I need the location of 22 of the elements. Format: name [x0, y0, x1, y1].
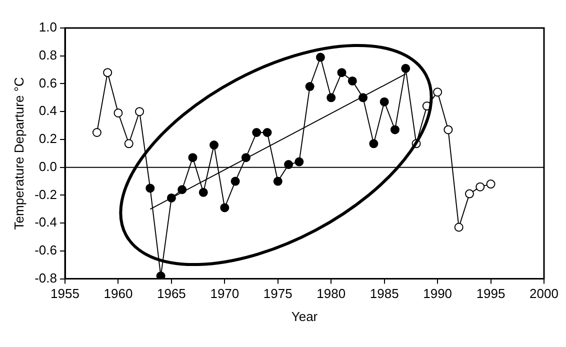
x-tick-label: 1985: [370, 286, 399, 302]
y-tick-label: 0.8: [38, 47, 57, 62]
x-tick-label: 1990: [423, 286, 452, 302]
y-tick-label: -0.8: [34, 270, 57, 286]
x-axis-title: Year: [291, 308, 318, 324]
x-tick-label: 1970: [210, 286, 240, 302]
y-tick-label: 0.0: [38, 158, 57, 174]
y-tick-label: 0.4: [38, 103, 57, 118]
x-tick-label: 1955: [50, 286, 80, 302]
y-axis-title: Temperature Departure °C: [11, 77, 26, 230]
x-tick-label: 1995: [476, 286, 506, 302]
x-tick-label: 1980: [316, 286, 346, 302]
x-tick-label: 1965: [156, 286, 186, 302]
y-tick-label: -0.2: [34, 186, 57, 202]
x-tick-label: 1975: [263, 286, 292, 302]
y-tick-label: 0.2: [38, 131, 57, 146]
x-tick-label: 1960: [104, 286, 133, 302]
y-tick-label: -0.6: [34, 242, 57, 258]
y-tick-label: -0.4: [34, 214, 57, 230]
x-tick-label: 2000: [530, 286, 558, 302]
y-tick-label: 0.6: [38, 75, 57, 90]
y-tick-label: 1.0: [38, 20, 57, 35]
